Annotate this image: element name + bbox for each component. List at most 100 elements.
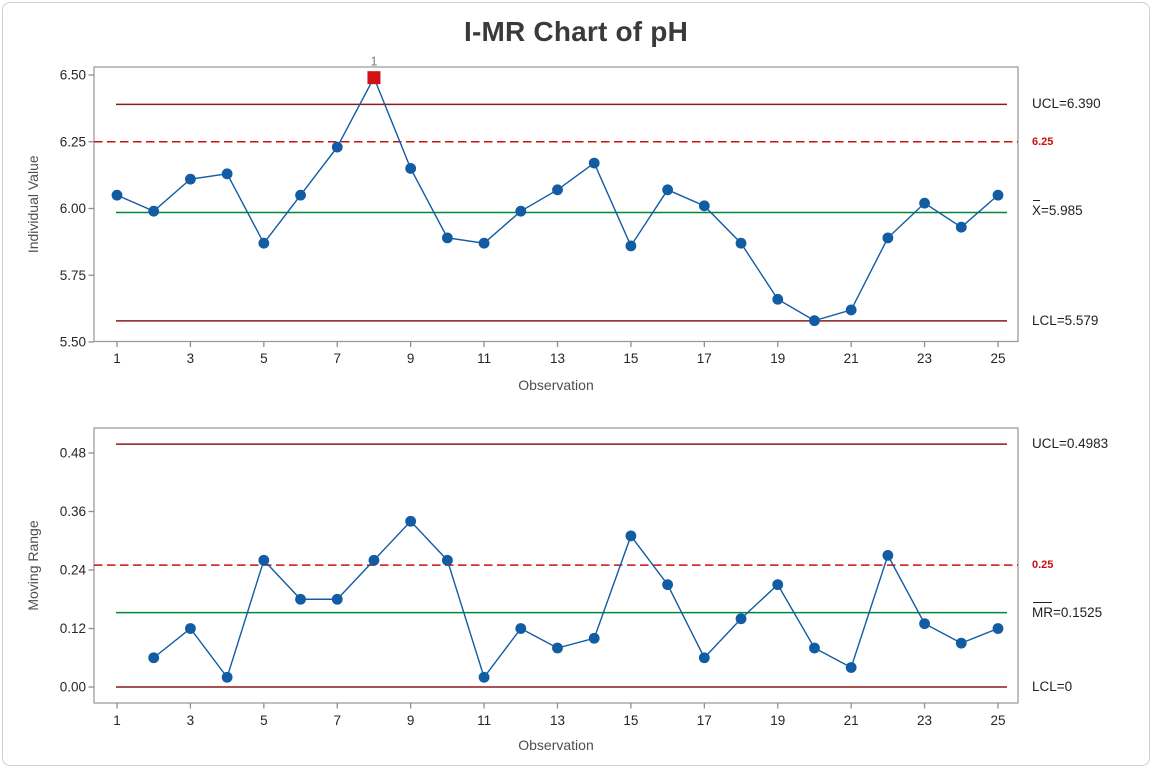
i-spec-label: 6.25 xyxy=(1032,136,1054,148)
y-tick-label: 0.48 xyxy=(60,446,86,461)
i-center-label: X=5.985 xyxy=(1032,200,1083,220)
x-tick-label: 3 xyxy=(187,713,195,728)
data-point-obs-16[interactable] xyxy=(662,184,674,196)
data-point-obs-20[interactable] xyxy=(809,315,820,327)
data-point-obs-8[interactable] xyxy=(368,554,380,566)
x-tick-label: 15 xyxy=(623,351,638,366)
x-tick-label: 17 xyxy=(697,351,712,366)
data-point-obs-3[interactable] xyxy=(185,173,196,185)
mrbar-value: =0.1525 xyxy=(1053,605,1103,620)
data-point-obs-2[interactable] xyxy=(148,652,160,664)
data-point-obs-15[interactable] xyxy=(625,530,637,542)
data-point-obs-4[interactable] xyxy=(221,671,233,683)
x-tick-label: 25 xyxy=(990,713,1005,728)
y-tick-label: 5.50 xyxy=(60,335,86,350)
x-tick-label: 11 xyxy=(477,713,491,728)
data-point-obs-11[interactable] xyxy=(478,671,490,683)
data-point-obs-13[interactable] xyxy=(552,642,563,654)
x-tick-label: 1 xyxy=(113,351,121,366)
y-tick-label: 6.25 xyxy=(60,134,86,149)
data-point-obs-17[interactable] xyxy=(698,652,710,664)
y-tick-label: 5.75 xyxy=(60,268,86,283)
data-point-obs-25[interactable] xyxy=(992,623,1004,634)
xbar-value: =5.985 xyxy=(1041,203,1083,218)
x-tick-label: 17 xyxy=(697,713,712,728)
x-tick-label: 5 xyxy=(260,351,268,366)
mr-lcl-label: LCL=0 xyxy=(1032,679,1073,694)
x-tick-label: 21 xyxy=(844,713,859,728)
data-point-obs-23[interactable] xyxy=(919,618,930,630)
data-point-obs-5[interactable] xyxy=(258,237,270,249)
y-axis-title: Moving Range xyxy=(25,520,41,610)
data-point-obs-22[interactable] xyxy=(882,549,894,561)
out-of-control-point-obs-8[interactable] xyxy=(367,71,381,85)
data-series-line xyxy=(153,520,999,679)
x-tick-label: 15 xyxy=(623,713,638,728)
x-tick-label: 1 xyxy=(113,713,121,728)
data-point-obs-22[interactable] xyxy=(882,232,894,244)
data-point-obs-24[interactable] xyxy=(955,221,967,233)
data-point-obs-25[interactable] xyxy=(992,189,1004,201)
data-point-obs-18[interactable] xyxy=(735,237,747,249)
data-point-obs-9[interactable] xyxy=(405,163,417,174)
x-tick-label: 19 xyxy=(770,351,785,366)
data-point-obs-21[interactable] xyxy=(845,304,857,316)
data-point-obs-10[interactable] xyxy=(441,554,453,566)
x-tick-label: 23 xyxy=(917,713,932,728)
data-point-obs-12[interactable] xyxy=(515,623,527,634)
data-point-obs-19[interactable] xyxy=(772,579,784,591)
data-point-obs-5[interactable] xyxy=(258,554,270,566)
data-point-obs-17[interactable] xyxy=(698,200,710,212)
data-point-obs-14[interactable] xyxy=(588,157,600,169)
y-tick-label: 0.12 xyxy=(60,621,86,636)
mrbar-symbol: MR xyxy=(1032,602,1053,620)
x-tick-label: 7 xyxy=(333,713,341,728)
data-point-obs-19[interactable] xyxy=(772,293,784,305)
x-tick-label: 13 xyxy=(550,713,565,728)
data-point-obs-9[interactable] xyxy=(405,515,417,527)
data-point-obs-4[interactable] xyxy=(221,168,233,180)
x-tick-label: 7 xyxy=(333,351,341,366)
moving-range-chart: 1 3 5 7 9 11 13 15 17 19 21 23 250.000.120.240.360.4… xyxy=(25,427,1019,753)
data-point-obs-10[interactable] xyxy=(441,232,453,244)
individuals-plot-area[interactable] xyxy=(93,66,1019,343)
y-tick-label: 6.50 xyxy=(60,68,86,83)
data-point-obs-7[interactable] xyxy=(331,141,343,153)
data-point-obs-3[interactable] xyxy=(185,623,196,634)
data-point-obs-18[interactable] xyxy=(735,613,747,625)
x-tick-label: 9 xyxy=(407,713,415,728)
x-axis-title: Observation xyxy=(518,737,593,753)
data-point-obs-7[interactable] xyxy=(331,593,343,605)
individuals-chart: 1 3 5 7 9 11 13 15 17 19 21 23 255.505.756.006.256.5… xyxy=(25,55,1019,393)
x-tick-label: 23 xyxy=(917,351,932,366)
y-tick-label: 0.24 xyxy=(60,563,87,578)
data-point-obs-2[interactable] xyxy=(148,205,160,217)
data-point-obs-15[interactable] xyxy=(625,240,637,252)
x-tick-label: 5 xyxy=(260,713,268,728)
mr-center-label: MR=0.1525 xyxy=(1032,602,1103,622)
data-point-obs-21[interactable] xyxy=(845,662,857,673)
data-point-obs-24[interactable] xyxy=(955,637,967,649)
mr-ucl-label: UCL=0.4983 xyxy=(1032,436,1109,451)
data-point-obs-6[interactable] xyxy=(295,593,306,605)
ooc-flag-label: 1 xyxy=(370,55,377,69)
data-point-obs-13[interactable] xyxy=(552,184,563,196)
data-point-obs-23[interactable] xyxy=(919,197,930,209)
data-point-obs-6[interactable] xyxy=(295,189,306,201)
x-tick-label: 11 xyxy=(477,351,491,366)
x-tick-label: 21 xyxy=(844,351,859,366)
x-tick-label: 13 xyxy=(550,351,565,366)
data-point-obs-12[interactable] xyxy=(515,205,527,217)
data-point-obs-16[interactable] xyxy=(662,579,674,591)
data-point-obs-11[interactable] xyxy=(478,237,490,249)
data-point-obs-1[interactable] xyxy=(111,189,123,201)
x-axis-title: Observation xyxy=(518,377,593,393)
x-tick-label: 25 xyxy=(990,351,1005,366)
i-lcl-label: LCL=5.579 xyxy=(1032,313,1099,328)
y-tick-label: 0.00 xyxy=(60,680,86,695)
data-point-obs-14[interactable] xyxy=(588,632,600,644)
data-point-obs-20[interactable] xyxy=(809,642,820,654)
y-axis-title: Individual Value xyxy=(25,155,41,253)
